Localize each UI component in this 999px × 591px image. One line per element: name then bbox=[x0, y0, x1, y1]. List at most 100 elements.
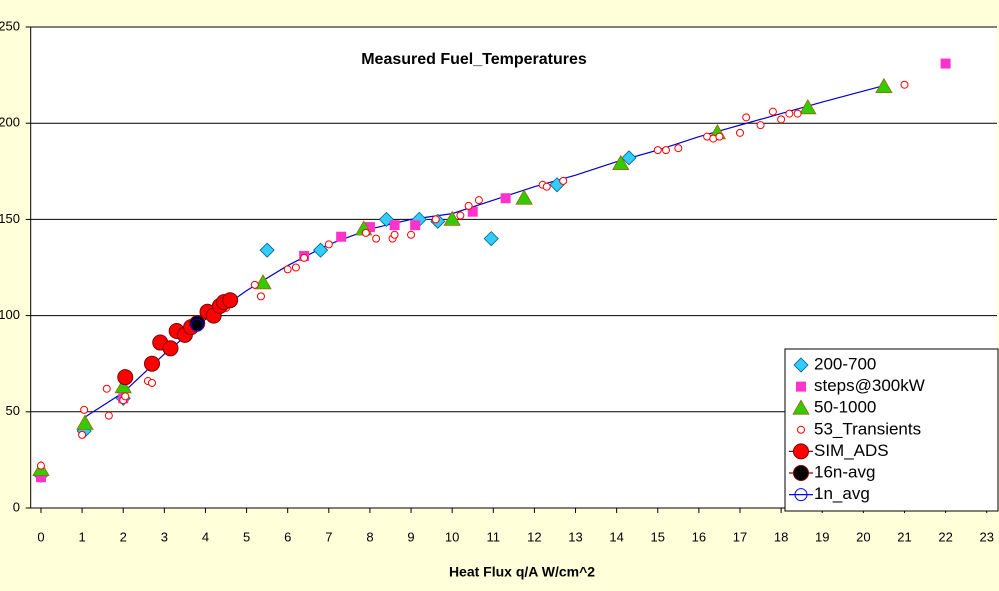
open-circle-marker bbox=[407, 230, 416, 239]
circle-marker bbox=[144, 355, 161, 372]
y-tick-label: 150 bbox=[0, 211, 20, 226]
y-tick-label: 50 bbox=[6, 403, 20, 418]
triangle-marker bbox=[254, 274, 272, 290]
legend-box bbox=[784, 348, 999, 512]
x-tick-label: 1 bbox=[78, 529, 85, 544]
open-circle-marker bbox=[736, 128, 745, 137]
circle-marker bbox=[793, 465, 809, 481]
open-circle-marker bbox=[102, 384, 111, 393]
triangle-marker bbox=[799, 99, 817, 115]
open-circle-marker bbox=[474, 196, 483, 205]
open-circle-marker bbox=[777, 115, 786, 124]
open-circle-marker bbox=[661, 146, 670, 155]
diamond-marker bbox=[621, 150, 637, 166]
open-circle-marker bbox=[900, 80, 909, 89]
legend-label: steps@300kW bbox=[814, 376, 925, 395]
legend: 200-700 steps@300kW 50-1000 53_Transients SI… bbox=[784, 348, 999, 512]
triangle-marker bbox=[792, 399, 810, 415]
legend-label: 50-1000 bbox=[814, 398, 876, 417]
circle-marker bbox=[222, 292, 239, 309]
open-circle-marker bbox=[715, 132, 724, 141]
open-circle-marker bbox=[542, 182, 551, 191]
open-circle-marker bbox=[256, 292, 265, 301]
legend-label: 1n_avg bbox=[814, 484, 870, 503]
x-tick-label: 15 bbox=[651, 529, 665, 544]
circle-marker bbox=[793, 443, 809, 460]
square-marker bbox=[940, 58, 951, 69]
open-circle-marker bbox=[431, 215, 440, 224]
square-marker bbox=[410, 220, 421, 231]
diamond-marker bbox=[483, 231, 499, 247]
diamond-marker bbox=[259, 242, 275, 258]
open-circle-marker bbox=[78, 430, 87, 439]
x-tick-label: 21 bbox=[897, 529, 911, 544]
open-circle-marker bbox=[361, 228, 370, 237]
x-tick-label: 4 bbox=[202, 529, 209, 544]
triangle-marker bbox=[612, 154, 630, 171]
marks bbox=[32, 58, 951, 483]
x-tick-label: 8 bbox=[366, 529, 373, 544]
circle-marker bbox=[162, 340, 179, 357]
open-circle-marker bbox=[80, 405, 89, 414]
triangle-marker bbox=[76, 414, 94, 430]
triangle-marker bbox=[443, 210, 461, 226]
x-tick-label: 10 bbox=[445, 529, 459, 544]
open-circle-marker bbox=[390, 230, 399, 239]
square-marker bbox=[796, 381, 806, 392]
x-tick-label: 6 bbox=[284, 529, 291, 544]
x-tick-label: 17 bbox=[733, 529, 747, 544]
x-axis-label: Heat Flux q/A W/cm^2 bbox=[449, 564, 595, 580]
square-marker bbox=[500, 193, 511, 204]
diamond-marker bbox=[313, 242, 329, 258]
triangle-marker bbox=[875, 77, 893, 94]
x-tick-label: 18 bbox=[774, 529, 788, 544]
open-circle-marker bbox=[674, 144, 683, 153]
open-circle-marker bbox=[250, 280, 259, 289]
square-marker bbox=[336, 231, 347, 242]
blue-circle-marker bbox=[794, 488, 808, 502]
open-circle-marker bbox=[104, 411, 113, 420]
square-marker bbox=[389, 220, 400, 231]
open-circle-marker bbox=[283, 265, 292, 274]
x-tick-label: 3 bbox=[161, 529, 168, 544]
open-circle-marker bbox=[742, 113, 751, 122]
x-tick-label: 16 bbox=[692, 529, 706, 544]
open-circle-marker bbox=[653, 146, 662, 155]
chart-title: Measured Fuel_Temperatures bbox=[361, 51, 587, 68]
open-circle-marker bbox=[148, 378, 157, 387]
x-tick-label: 23 bbox=[979, 529, 993, 544]
x-tick-label: 22 bbox=[938, 529, 952, 544]
square-marker bbox=[35, 472, 46, 483]
x-tick-label: 19 bbox=[815, 529, 829, 544]
open-circle-marker bbox=[300, 253, 309, 262]
y-tick-label: 0 bbox=[13, 499, 20, 514]
x-tick-label: 9 bbox=[407, 529, 414, 544]
square-marker bbox=[467, 206, 478, 217]
legend-label: 53_Transients bbox=[814, 419, 921, 438]
x-tick-label: 20 bbox=[856, 529, 870, 544]
x-tick-label: 2 bbox=[120, 529, 127, 544]
y-tick-label: 200 bbox=[0, 115, 20, 130]
triangle-marker bbox=[515, 189, 533, 205]
open-circle-marker bbox=[464, 201, 473, 210]
open-circle-marker bbox=[121, 392, 130, 401]
open-circle-marker bbox=[785, 109, 794, 118]
x-tick-label: 13 bbox=[568, 529, 582, 544]
y-tick-label: 100 bbox=[0, 307, 20, 322]
x-tick-label: 11 bbox=[487, 529, 501, 544]
circle-marker bbox=[117, 369, 134, 386]
open-circle-marker bbox=[456, 211, 465, 220]
triangle-marker bbox=[114, 377, 132, 394]
open-circle-marker bbox=[768, 107, 777, 116]
y-tick-label: 250 bbox=[0, 18, 20, 33]
x-tick-label: 7 bbox=[325, 529, 332, 544]
x-tick-label: 12 bbox=[527, 529, 541, 544]
legend-label: 16n-avg bbox=[814, 462, 875, 481]
open-circle-marker bbox=[793, 109, 802, 118]
open-circle-marker bbox=[756, 121, 765, 130]
x-tick-label: 14 bbox=[609, 529, 623, 544]
diamond-marker bbox=[793, 357, 809, 373]
x-tick-label: 0 bbox=[37, 529, 44, 544]
